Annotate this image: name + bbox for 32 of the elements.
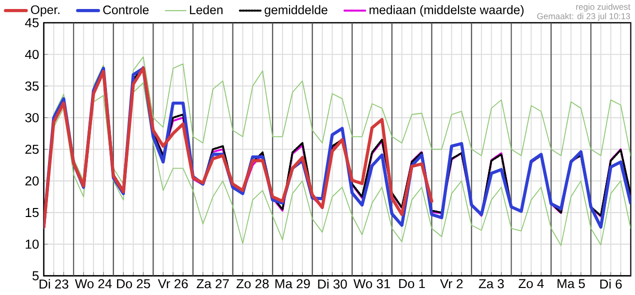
y-tick-label: 30 bbox=[25, 112, 39, 122]
y-tick-label: 40 bbox=[25, 50, 39, 59]
legend-label: mediaan (middelste waarde) bbox=[370, 5, 524, 17]
legend-label: Controle bbox=[103, 5, 149, 14]
y-tick-label: 35 bbox=[25, 81, 39, 90]
x-tick-label: Do 1 bbox=[399, 278, 425, 288]
x-tick-label: Di 6 bbox=[600, 278, 622, 288]
x-tick-label: Ma 29 bbox=[275, 278, 310, 288]
x-tick-label: Zo 4 bbox=[518, 278, 544, 288]
x-tick-label: Wo 31 bbox=[353, 278, 390, 288]
legend-label: Oper. bbox=[30, 5, 60, 16]
x-tick-label: Vr 26 bbox=[158, 278, 188, 288]
x-tick-label: Ma 5 bbox=[558, 278, 585, 288]
legend-label: Leden bbox=[190, 5, 222, 14]
text: Gemaakt: di 23 jul 10:13 bbox=[537, 12, 630, 21]
x-tick-label: Za 27 bbox=[196, 278, 229, 288]
x-tick-label: Za 3 bbox=[478, 278, 504, 288]
y-tick-label: 45 bbox=[25, 18, 39, 28]
line-series bbox=[44, 66, 434, 229]
y-tick-label: 20 bbox=[25, 176, 39, 186]
x-tick-label: Di 30 bbox=[318, 278, 347, 288]
text: regio zuidwest bbox=[576, 3, 630, 12]
y-tick-label: 25 bbox=[25, 144, 39, 154]
x-tick-label: Vr 2 bbox=[440, 278, 463, 288]
x-tick-label: Di 23 bbox=[40, 278, 68, 288]
x-tick-label: Zo 28 bbox=[236, 278, 269, 288]
y-tick-label: 5 bbox=[32, 271, 39, 280]
x-tick-label: Wo 24 bbox=[74, 278, 112, 288]
legend-label: gemiddelde bbox=[264, 5, 328, 17]
y-tick-label: 15 bbox=[26, 208, 39, 217]
x-tick-label: Do 25 bbox=[117, 278, 150, 288]
y-tick-label: 10 bbox=[26, 239, 39, 249]
